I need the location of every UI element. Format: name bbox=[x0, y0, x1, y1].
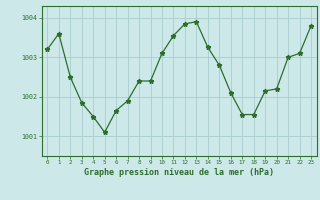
X-axis label: Graphe pression niveau de la mer (hPa): Graphe pression niveau de la mer (hPa) bbox=[84, 168, 274, 177]
